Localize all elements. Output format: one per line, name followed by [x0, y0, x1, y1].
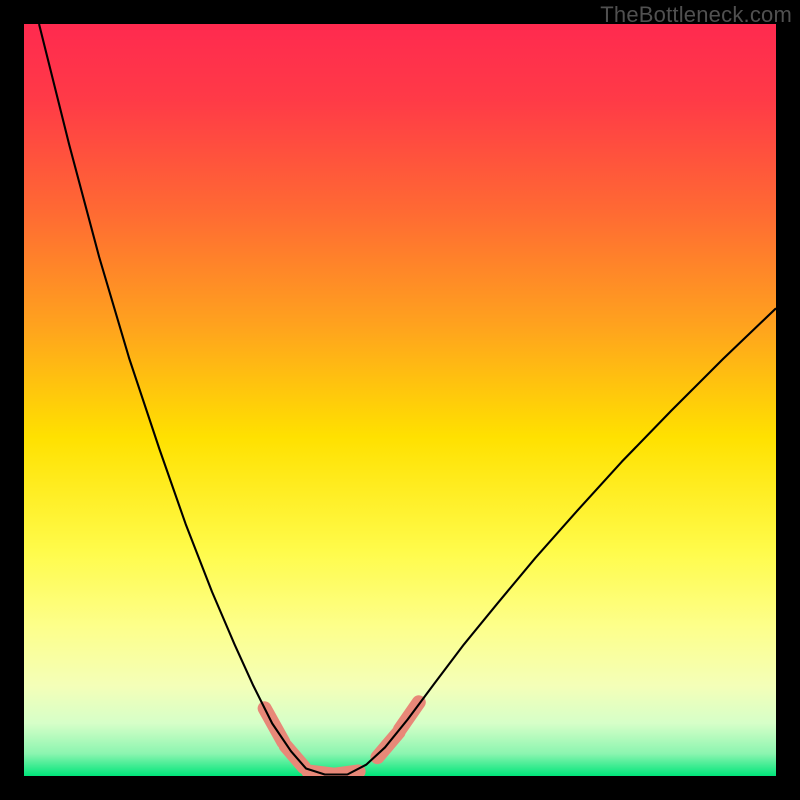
plot-area: [24, 24, 776, 776]
bottleneck-chart: TheBottleneck.com: [0, 0, 800, 800]
gradient-background: [24, 24, 776, 776]
chart-svg: [24, 24, 776, 776]
watermark-label: TheBottleneck.com: [600, 2, 792, 28]
